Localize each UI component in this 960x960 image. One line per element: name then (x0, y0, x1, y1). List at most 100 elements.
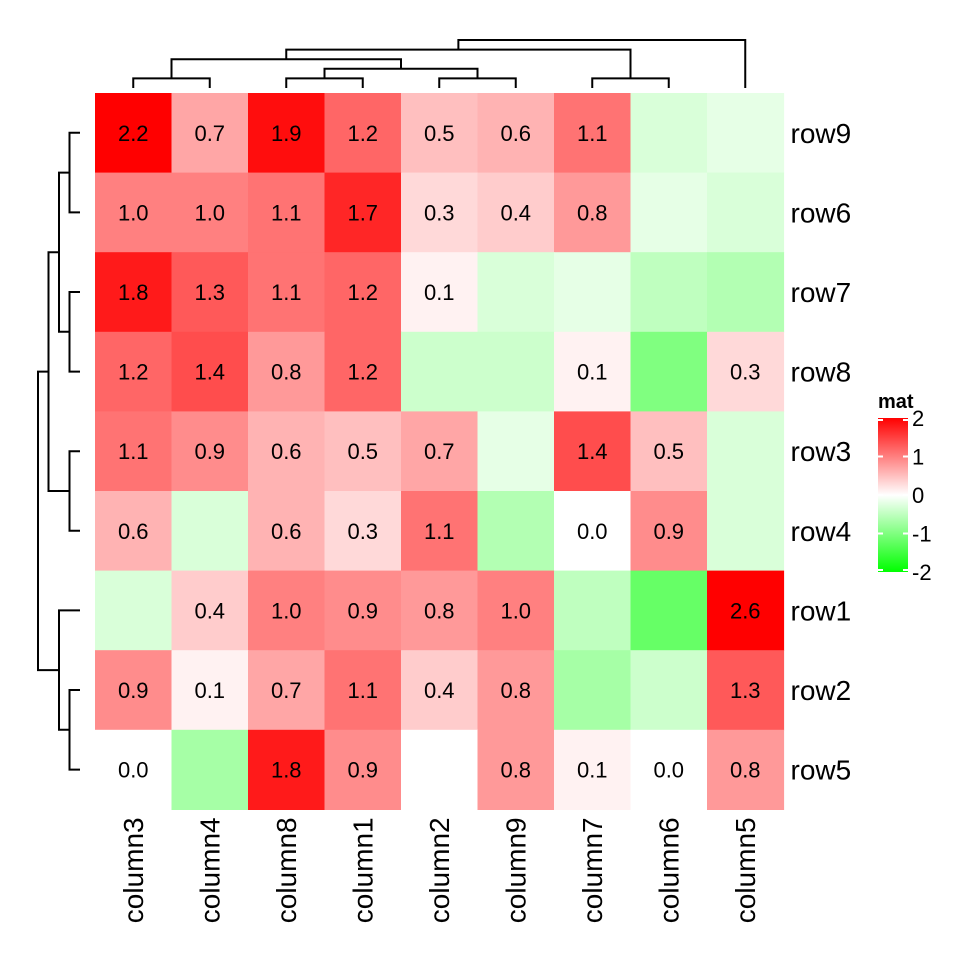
heatmap-cell (248, 331, 326, 412)
cell-value-label: 1.2 (347, 121, 378, 146)
heatmap-cell (95, 650, 173, 731)
heatmap-cell (630, 491, 708, 572)
heatmap-cell (477, 331, 555, 412)
row-label: row9 (791, 118, 852, 149)
cell-value-label: 0.5 (424, 121, 455, 146)
cell-value-label: 0.8 (271, 360, 302, 385)
cell-value-label: 0.6 (271, 519, 302, 544)
heatmap-cell (401, 93, 479, 174)
cell-value-label: 1.0 (500, 598, 531, 623)
cell-value-label: 1.3 (730, 678, 761, 703)
cell-value-label: 0.4 (500, 200, 531, 225)
heatmap-cell (401, 491, 479, 572)
heatmap-cell (248, 252, 326, 333)
cell-value-label: 1.1 (347, 678, 378, 703)
heatmap-cell (630, 172, 708, 253)
cell-value-label: 1.4 (194, 360, 225, 385)
cell-value-label: 1.2 (118, 360, 149, 385)
heatmap-cell (554, 650, 632, 731)
heatmap-cell (324, 570, 402, 651)
heatmap-cell (401, 650, 479, 731)
cell-value-label: 0.7 (271, 678, 302, 703)
cell-value-label: 0.3 (730, 360, 761, 385)
column-label: column7 (577, 817, 608, 923)
heatmap-cell (707, 172, 785, 253)
heatmap-cell (554, 252, 632, 333)
cell-value-label: 0.8 (577, 200, 608, 225)
cell-value-label: 1.2 (347, 280, 378, 305)
heatmap-cell (477, 252, 555, 333)
heatmap-cell (554, 411, 632, 492)
dendrogram-branch (285, 77, 364, 88)
cell-value-label: 1.4 (577, 439, 608, 464)
heatmap-cell (630, 411, 708, 492)
cell-value-label: 0.5 (653, 439, 684, 464)
dendrogram-branch (58, 171, 70, 333)
cell-value-label: 0.7 (424, 439, 455, 464)
heatmap-cell (171, 252, 249, 333)
dendrogram-branch (37, 370, 59, 672)
heatmap-cell (248, 650, 326, 731)
heatmap-cell (477, 729, 555, 810)
heatmap-cell (630, 93, 708, 174)
heatmap-cell (95, 491, 173, 572)
cell-value-label: 1.1 (118, 439, 149, 464)
heatmap-cell (477, 172, 555, 253)
cell-value-label: 1.0 (118, 200, 149, 225)
dendrogram-branch (68, 689, 80, 771)
row-labels: row9 row6 row7 row8 row3 row4 row1 row2 row5 (791, 118, 852, 786)
heatmap-cell (707, 570, 785, 651)
heatmap-cell (95, 570, 173, 651)
cell-value-label: 1.0 (194, 200, 225, 225)
heatmap-cell (554, 331, 632, 412)
heatmap-cell (707, 650, 785, 731)
cell-value-label: 0.9 (118, 678, 149, 703)
heatmap-cell (171, 331, 249, 412)
dendrogram-branch (68, 131, 80, 214)
heatmap-cell (324, 172, 402, 253)
heatmap-cell (248, 93, 326, 174)
cell-value-label: 0.9 (194, 439, 225, 464)
heatmap-cell (171, 491, 249, 572)
cell-value-label: 1.7 (347, 200, 378, 225)
cell-value-label: 0.9 (347, 598, 378, 623)
cell-value-label: 0.3 (424, 200, 455, 225)
column-label: column3 (118, 817, 149, 923)
cell-value-label: 1.1 (424, 519, 455, 544)
cell-value-label: 0.9 (653, 519, 684, 544)
heatmap-cell (401, 570, 479, 651)
dendrogram-branch (457, 39, 747, 88)
cell-value-label: 0.4 (424, 678, 455, 703)
heatmap-cell (324, 491, 402, 572)
row-label: row1 (791, 595, 852, 626)
heatmap-cell (401, 331, 479, 412)
heatmap-cell (477, 411, 555, 492)
heatmap-cell (95, 172, 173, 253)
heatmap-cell (477, 570, 555, 651)
column-dendrogram (132, 39, 747, 88)
heatmap-cell (95, 411, 173, 492)
cell-value-label: 0.8 (500, 758, 531, 783)
heatmap-cell (707, 331, 785, 412)
heatmap-cell (324, 252, 402, 333)
cell-value-label: 1.9 (271, 121, 302, 146)
cell-value-label: 2.2 (118, 121, 149, 146)
heatmap-cell-labels: 2.2 0.7 1.9 1.2 0.5 0.6 1.1 1.0 1.0 1.1 1.7 0.3 0.4 0… (118, 121, 761, 783)
legend-ticks: 2 1 0 -1 -2 (878, 406, 932, 585)
row-label: row8 (791, 357, 852, 388)
heatmap-cell (477, 491, 555, 572)
cell-value-label: 0.0 (653, 758, 684, 783)
heatmap-cell (630, 650, 708, 731)
heatmap-cell (554, 491, 632, 572)
heatmap-cell (707, 93, 785, 174)
dendrogram-branch (323, 67, 479, 79)
heatmap-cell (324, 93, 402, 174)
heatmap-cell (401, 172, 479, 253)
heatmap-cell (95, 729, 173, 810)
dendrogram-branch (285, 48, 632, 79)
row-label: row2 (791, 675, 852, 706)
heatmap-cell (324, 331, 402, 412)
cell-value-label: 2.6 (730, 598, 761, 623)
heatmap-cell (554, 93, 632, 174)
